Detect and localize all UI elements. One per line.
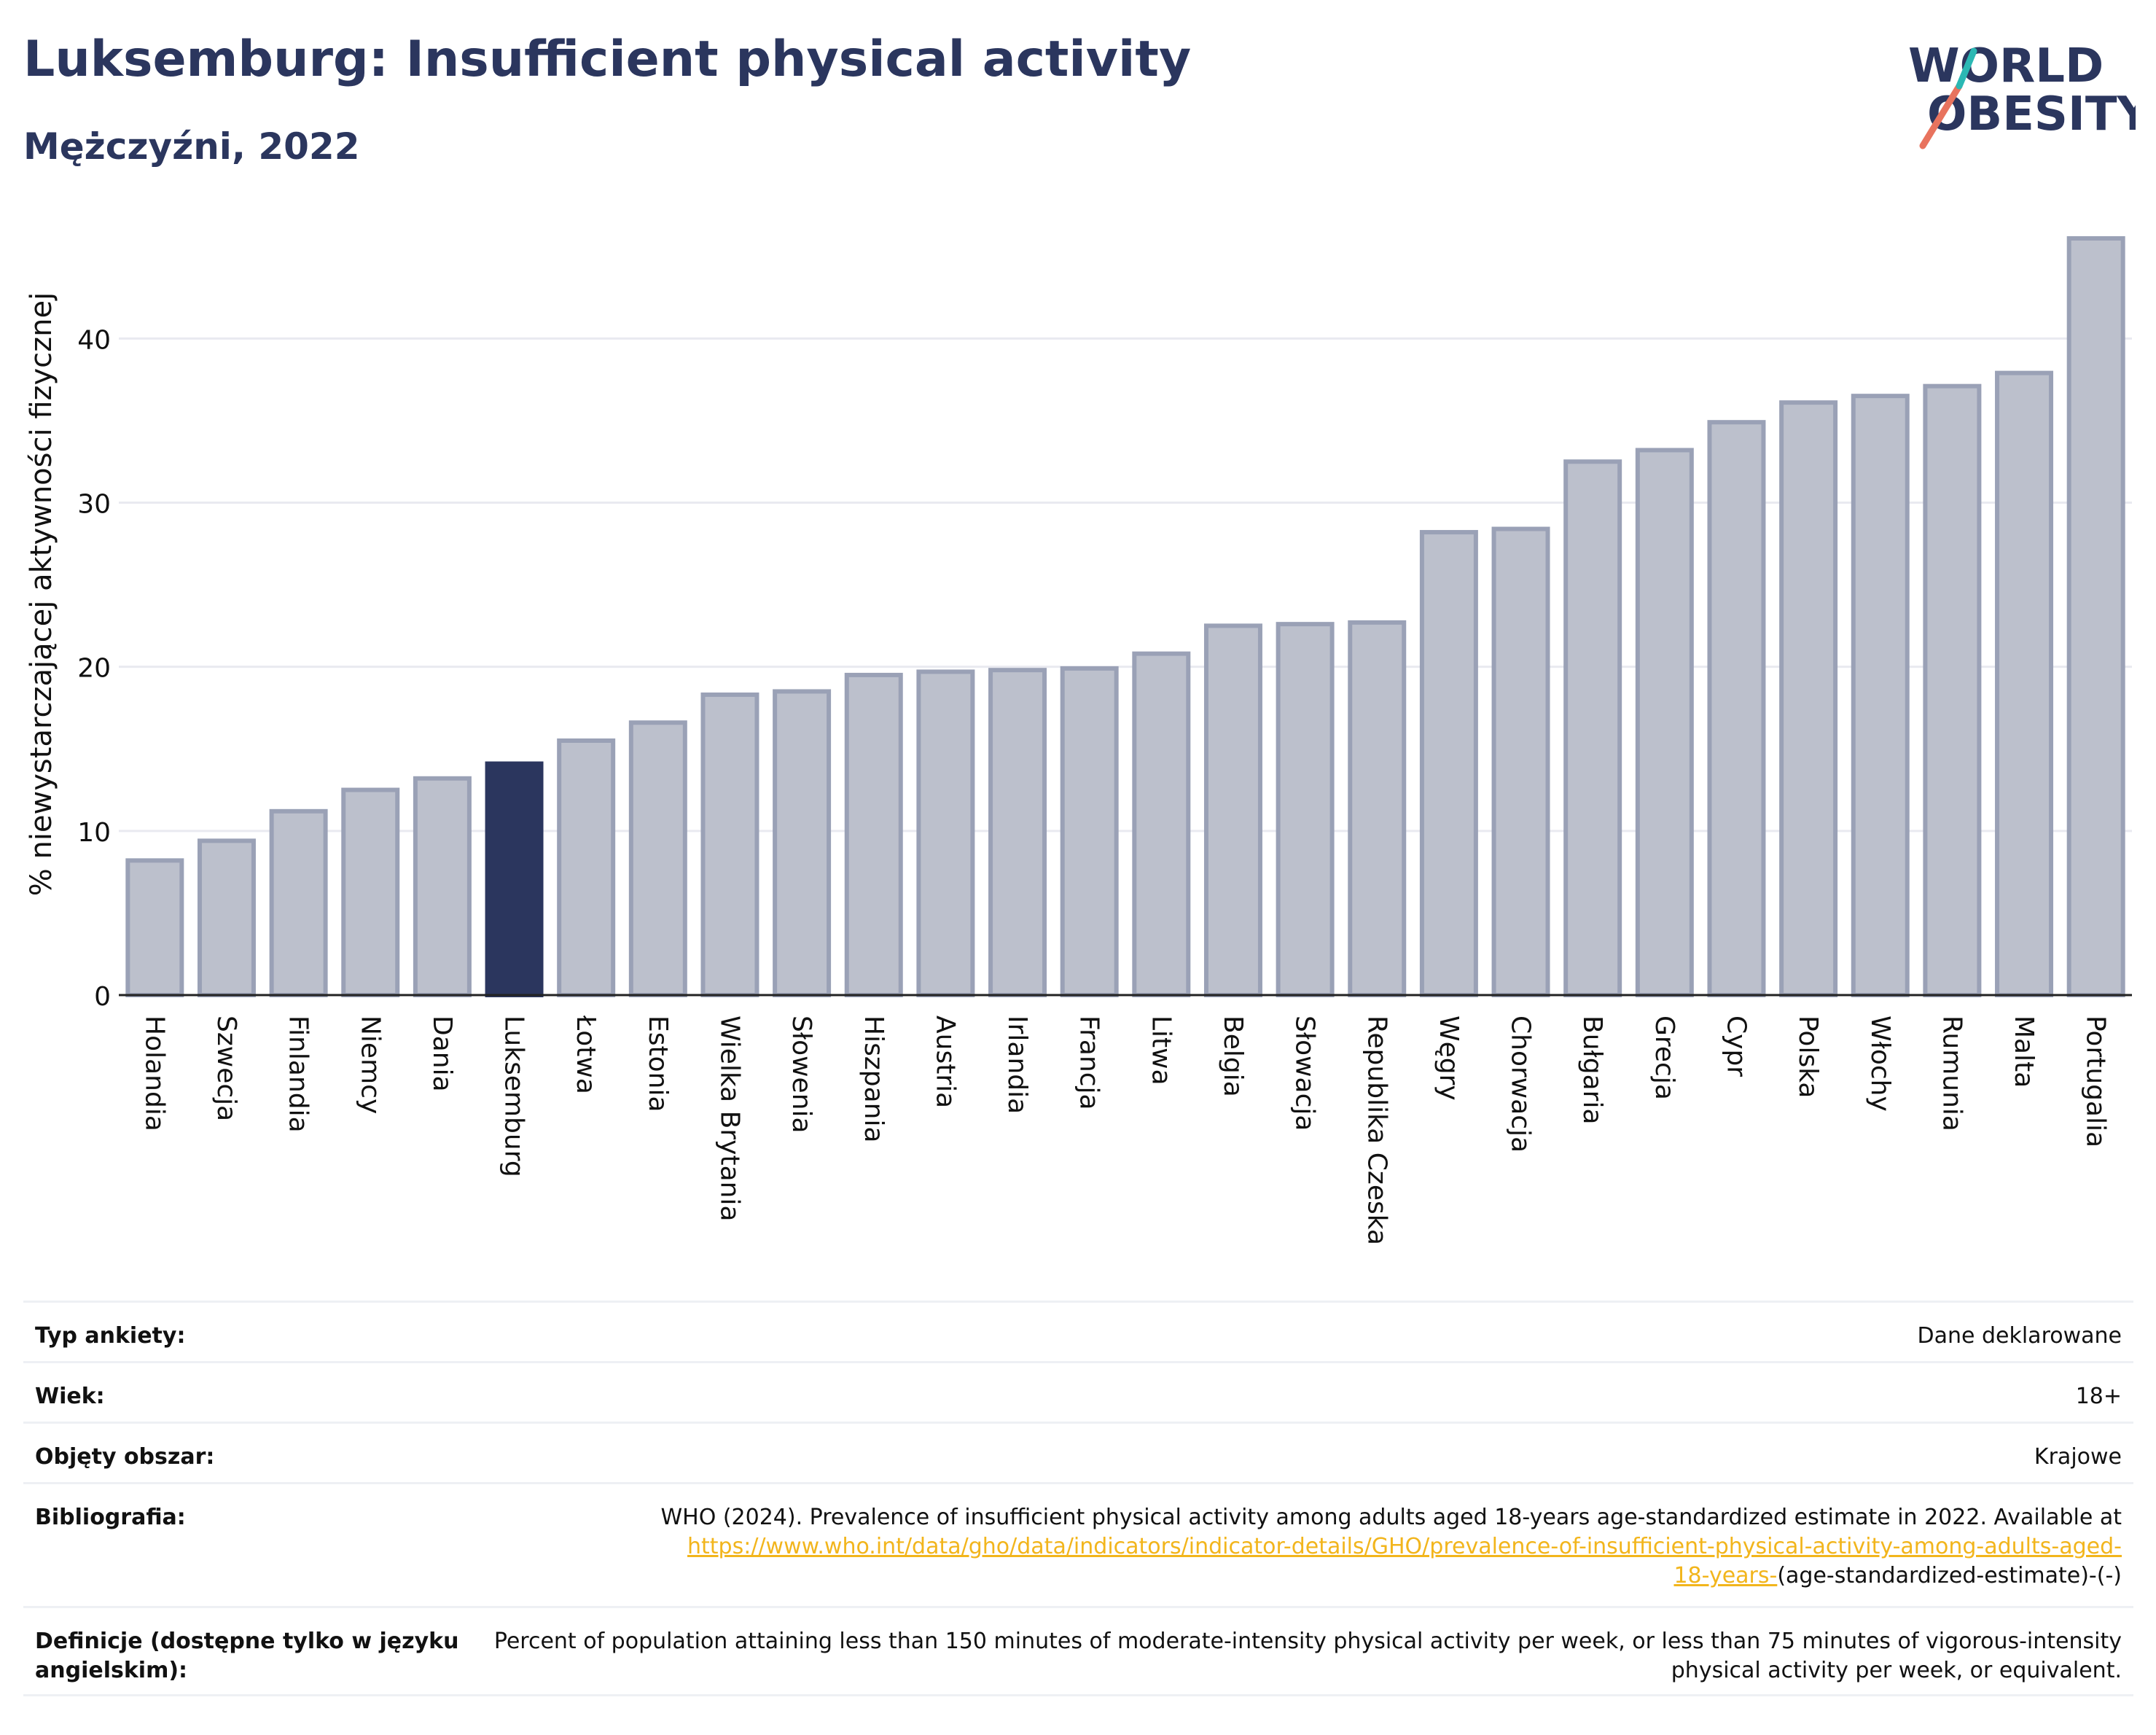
bar-republika-czeska: [1348, 620, 1407, 997]
bar-grecja: [1635, 448, 1694, 997]
bar-cypr: [1707, 420, 1766, 997]
info-table: Typ ankiety: Dane deklarowane Wiek: 18+ …: [23, 1301, 2133, 1696]
x-tick-label: Słowacja: [1290, 1015, 1320, 1131]
bar-bułgaria: [1563, 459, 1622, 997]
bar-rumunia: [1923, 383, 1982, 997]
bar-dania: [413, 776, 472, 997]
bar-hiszpania: [844, 672, 903, 997]
bar-łotwa: [557, 738, 616, 997]
x-tick-label: Dania: [427, 1015, 457, 1092]
bar-wielka-brytania: [700, 692, 759, 997]
bar-belgia: [1203, 623, 1262, 997]
info-row-definition: Definicje (dostępne tylko w języku angie…: [23, 1606, 2133, 1696]
bar-polska: [1779, 400, 1838, 997]
info-label: Objęty obszar:: [35, 1444, 215, 1470]
x-tick-label: Hiszpania: [859, 1015, 888, 1143]
bar-finlandia: [269, 808, 328, 997]
x-tick-label: Francja: [1074, 1015, 1104, 1110]
bar-szwecja: [197, 838, 256, 997]
bar-austria: [916, 669, 975, 997]
logo-line2: OBESITY: [1927, 87, 2136, 141]
x-tick-label: Niemcy: [355, 1015, 385, 1114]
info-label: Typ ankiety:: [35, 1323, 186, 1349]
x-tick-label: Polska: [1793, 1015, 1823, 1098]
x-tick-label: Irlandia: [1002, 1015, 1032, 1114]
bibliography-link[interactable]: https://www.who.int/data/gho/data/indica…: [687, 1534, 2122, 1559]
bar-portugalia: [2066, 236, 2125, 997]
x-tick-label: Austria: [930, 1015, 960, 1108]
logo-slash-teal: [1956, 47, 1977, 90]
bar-niemcy: [341, 787, 400, 997]
x-tick-label: Wielka Brytania: [714, 1015, 744, 1222]
x-tick-label: Cypr: [1721, 1015, 1751, 1077]
x-tick-label: Portugalia: [2081, 1015, 2111, 1147]
bibliography-suffix: (age-standardized-estimate)-(-): [1777, 1563, 2122, 1588]
bar-słowenia: [773, 689, 832, 997]
y-tick-label: 30: [77, 490, 111, 520]
x-tick-label: Malta: [2009, 1015, 2039, 1088]
y-axis-label: % niewystarczającej aktywności fizycznej: [25, 292, 58, 897]
x-tick-label: Słowenia: [786, 1015, 816, 1134]
x-tick-label: Rumunia: [1937, 1015, 1966, 1131]
bar-francja: [1060, 666, 1119, 997]
x-tick-label: Łotwa: [571, 1015, 601, 1094]
info-row-bibliography: Bibliografia: WHO (2024). Prevalence of …: [23, 1482, 2133, 1606]
x-tick-label: Estonia: [643, 1015, 673, 1112]
info-row-coverage: Objęty obszar: Krajowe: [23, 1422, 2133, 1482]
x-tick-label: Chorwacja: [1506, 1015, 1536, 1153]
x-tick-label: Litwa: [1146, 1015, 1176, 1085]
axes: 0 10 20 30 40 Holandia Szwecja Finlandia Niemcy D…: [77, 325, 2132, 1245]
info-label: Bibliografia:: [35, 1505, 186, 1530]
x-tick-label: Szwecja: [211, 1015, 241, 1121]
bars: [125, 236, 2125, 998]
bar-estonia: [628, 720, 687, 997]
y-tick-label: 40: [77, 325, 111, 355]
logo-slash-coral: [1919, 82, 1963, 149]
x-tick-label: Belgia: [1218, 1015, 1248, 1097]
x-tick-label: Włochy: [1865, 1015, 1895, 1112]
y-tick-label: 0: [94, 982, 111, 1012]
y-tick-label: 10: [77, 818, 111, 848]
info-value: Krajowe: [2034, 1444, 2122, 1470]
bar-holandia: [125, 858, 184, 998]
x-tick-label: Holandia: [139, 1015, 169, 1131]
bar-litwa: [1132, 651, 1191, 997]
x-tick-label: Republika Czeska: [1362, 1015, 1391, 1245]
page-subtitle: Mężczyźni, 2022: [23, 125, 360, 168]
x-tick-label: Luksemburg: [499, 1015, 529, 1177]
bar-włochy: [1851, 394, 1910, 997]
x-tick-label: Grecja: [1649, 1015, 1679, 1100]
info-row-survey-type: Typ ankiety: Dane deklarowane: [23, 1301, 2133, 1361]
x-tick-label: Finlandia: [284, 1015, 313, 1133]
page-title: Luksemburg: Insufficient physical activi…: [23, 31, 1192, 88]
x-tick-label: Bułgaria: [1577, 1015, 1607, 1125]
world-obesity-logo: WORLD OBESITY: [1895, 22, 2151, 153]
info-label: Wiek:: [35, 1384, 105, 1409]
info-row-age: Wiek: 18+: [23, 1361, 2133, 1422]
bar-malta: [1995, 370, 2054, 997]
bar-luksemburg: [485, 761, 544, 997]
x-tick-label: Węgry: [1434, 1015, 1464, 1101]
bar-irlandia: [988, 668, 1047, 998]
info-label: Definicje (dostępne tylko w języku angie…: [35, 1629, 459, 1683]
bar-chart: 0 10 20 30 40 Holandia Szwecja Finlandia Niemcy D…: [25, 236, 2132, 1245]
definition-text: Percent of population attaining less tha…: [493, 1629, 2122, 1683]
info-value: Dane deklarowane: [1917, 1323, 2122, 1349]
y-tick-label: 20: [77, 654, 111, 684]
bibliography-citation: WHO (2024). Prevalence of insufficient p…: [660, 1505, 2122, 1530]
bar-chorwacja: [1491, 526, 1550, 997]
info-value: 18+: [2075, 1384, 2122, 1409]
bar-węgry: [1419, 530, 1478, 997]
bibliography-link-cont[interactable]: 18-years-: [1673, 1563, 1778, 1588]
bar-słowacja: [1276, 622, 1335, 997]
logo-line1: WORLD: [1908, 39, 2104, 93]
bibliography-text: WHO (2024). Prevalence of insufficient p…: [501, 1503, 2122, 1591]
